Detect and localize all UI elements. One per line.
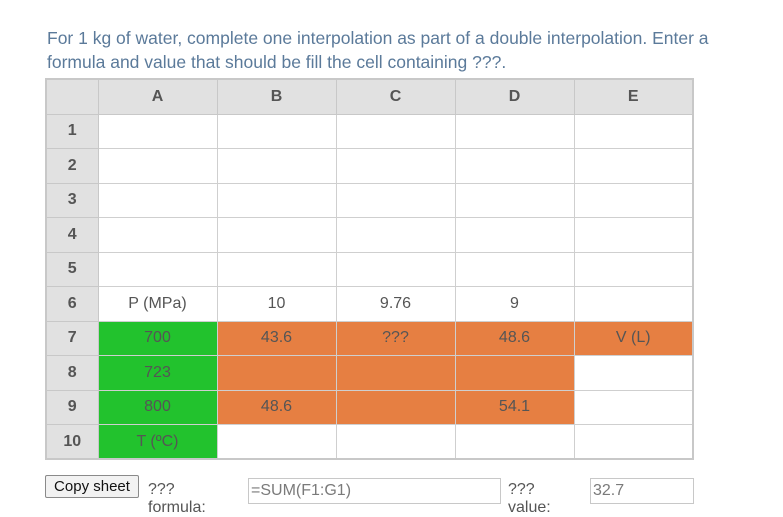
- cell-c2[interactable]: [335, 148, 456, 184]
- row-header-1: 1: [45, 113, 99, 149]
- cell-e8[interactable]: [573, 355, 694, 391]
- cell-b6[interactable]: 10: [216, 286, 337, 322]
- cell-a3[interactable]: [97, 182, 218, 218]
- row-header-10: 10: [45, 424, 99, 460]
- cell-b2[interactable]: [216, 148, 337, 184]
- corner-cell: [45, 78, 99, 115]
- cell-c8[interactable]: [335, 355, 456, 391]
- cell-c10[interactable]: [335, 424, 456, 460]
- cell-c3[interactable]: [335, 182, 456, 218]
- cell-a7[interactable]: 700: [97, 320, 218, 356]
- cell-e1[interactable]: [573, 113, 694, 149]
- cell-d7[interactable]: 48.6: [454, 320, 575, 356]
- cell-c1[interactable]: [335, 113, 456, 149]
- cell-d3[interactable]: [454, 182, 575, 218]
- row-header-8: 8: [45, 355, 99, 391]
- cell-d8[interactable]: [454, 355, 575, 391]
- sheet-row: 10 T (ºC): [45, 424, 694, 460]
- cell-b1[interactable]: [216, 113, 337, 149]
- sheet-row: 8 723: [45, 355, 694, 391]
- cell-e4[interactable]: [573, 217, 694, 253]
- cell-e5[interactable]: [573, 251, 694, 287]
- sheet-row: 7 700 43.6??? 48.6 V (L): [45, 320, 694, 356]
- cell-a4[interactable]: [97, 217, 218, 253]
- row-header-2: 2: [45, 148, 99, 184]
- cell-c5[interactable]: [335, 251, 456, 287]
- copy-sheet-button[interactable]: Copy sheet: [45, 475, 139, 498]
- sheet-row: 3: [45, 182, 694, 218]
- cell-e10[interactable]: [573, 424, 694, 460]
- formula-label: ??? formula:: [148, 481, 206, 516]
- cell-b3[interactable]: [216, 182, 337, 218]
- sheet-row: 5: [45, 251, 694, 287]
- cell-d5[interactable]: [454, 251, 575, 287]
- sheet-row: 4: [45, 217, 694, 253]
- cell-a6[interactable]: P (MPa): [97, 286, 218, 322]
- cell-a8[interactable]: 723: [97, 355, 218, 391]
- column-header-d: D: [454, 78, 575, 115]
- cell-d9[interactable]: 54.1: [454, 389, 575, 425]
- cell-b10[interactable]: [216, 424, 337, 460]
- row-header-6: 6: [45, 286, 99, 322]
- sheet-row: 1: [45, 113, 694, 149]
- cell-c4[interactable]: [335, 217, 456, 253]
- cell-e2[interactable]: [573, 148, 694, 184]
- formula-input[interactable]: [248, 478, 501, 504]
- cell-b5[interactable]: [216, 251, 337, 287]
- cell-e9[interactable]: [573, 389, 694, 425]
- cell-c7[interactable]: ???: [335, 320, 456, 356]
- row-header-9: 9: [45, 389, 99, 425]
- cell-a5[interactable]: [97, 251, 218, 287]
- cell-b7[interactable]: 43.6: [216, 320, 337, 356]
- column-header-c: C: [335, 78, 456, 115]
- row-header-5: 5: [45, 251, 99, 287]
- cell-d10[interactable]: [454, 424, 575, 460]
- cell-d1[interactable]: [454, 113, 575, 149]
- column-header-b: B: [216, 78, 337, 115]
- value-label: ??? value:: [508, 481, 551, 516]
- column-header-a: A: [97, 78, 218, 115]
- sheet-row: 2: [45, 148, 694, 184]
- cell-a9[interactable]: 800: [97, 389, 218, 425]
- row-header-7: 7: [45, 320, 99, 356]
- cell-a2[interactable]: [97, 148, 218, 184]
- sheet-row: 9 800 48.6 54.1: [45, 389, 694, 425]
- cell-b8[interactable]: [216, 355, 337, 391]
- cell-a10[interactable]: T (ºC): [97, 424, 218, 460]
- row-header-3: 3: [45, 182, 99, 218]
- cell-d2[interactable]: [454, 148, 575, 184]
- cell-e7[interactable]: V (L): [573, 320, 694, 356]
- question-prompt: For 1 kg of water, complete one interpol…: [47, 28, 709, 72]
- column-header-e: E: [573, 78, 694, 115]
- cell-d4[interactable]: [454, 217, 575, 253]
- cell-e6[interactable]: [573, 286, 694, 322]
- row-header-4: 4: [45, 217, 99, 253]
- cell-c9[interactable]: [335, 389, 456, 425]
- cell-a1[interactable]: [97, 113, 218, 149]
- value-input[interactable]: [590, 478, 694, 504]
- cell-c6[interactable]: 9.76: [335, 286, 456, 322]
- cell-b4[interactable]: [216, 217, 337, 253]
- cell-b9[interactable]: 48.6: [216, 389, 337, 425]
- cell-d6[interactable]: 9: [454, 286, 575, 322]
- cell-e3[interactable]: [573, 182, 694, 218]
